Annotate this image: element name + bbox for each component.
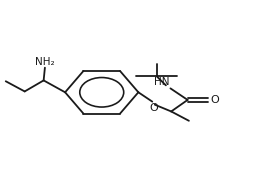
Text: NH₂: NH₂ bbox=[35, 57, 55, 67]
Text: O: O bbox=[149, 103, 158, 113]
Text: O: O bbox=[210, 95, 219, 105]
Text: HN: HN bbox=[154, 77, 170, 87]
